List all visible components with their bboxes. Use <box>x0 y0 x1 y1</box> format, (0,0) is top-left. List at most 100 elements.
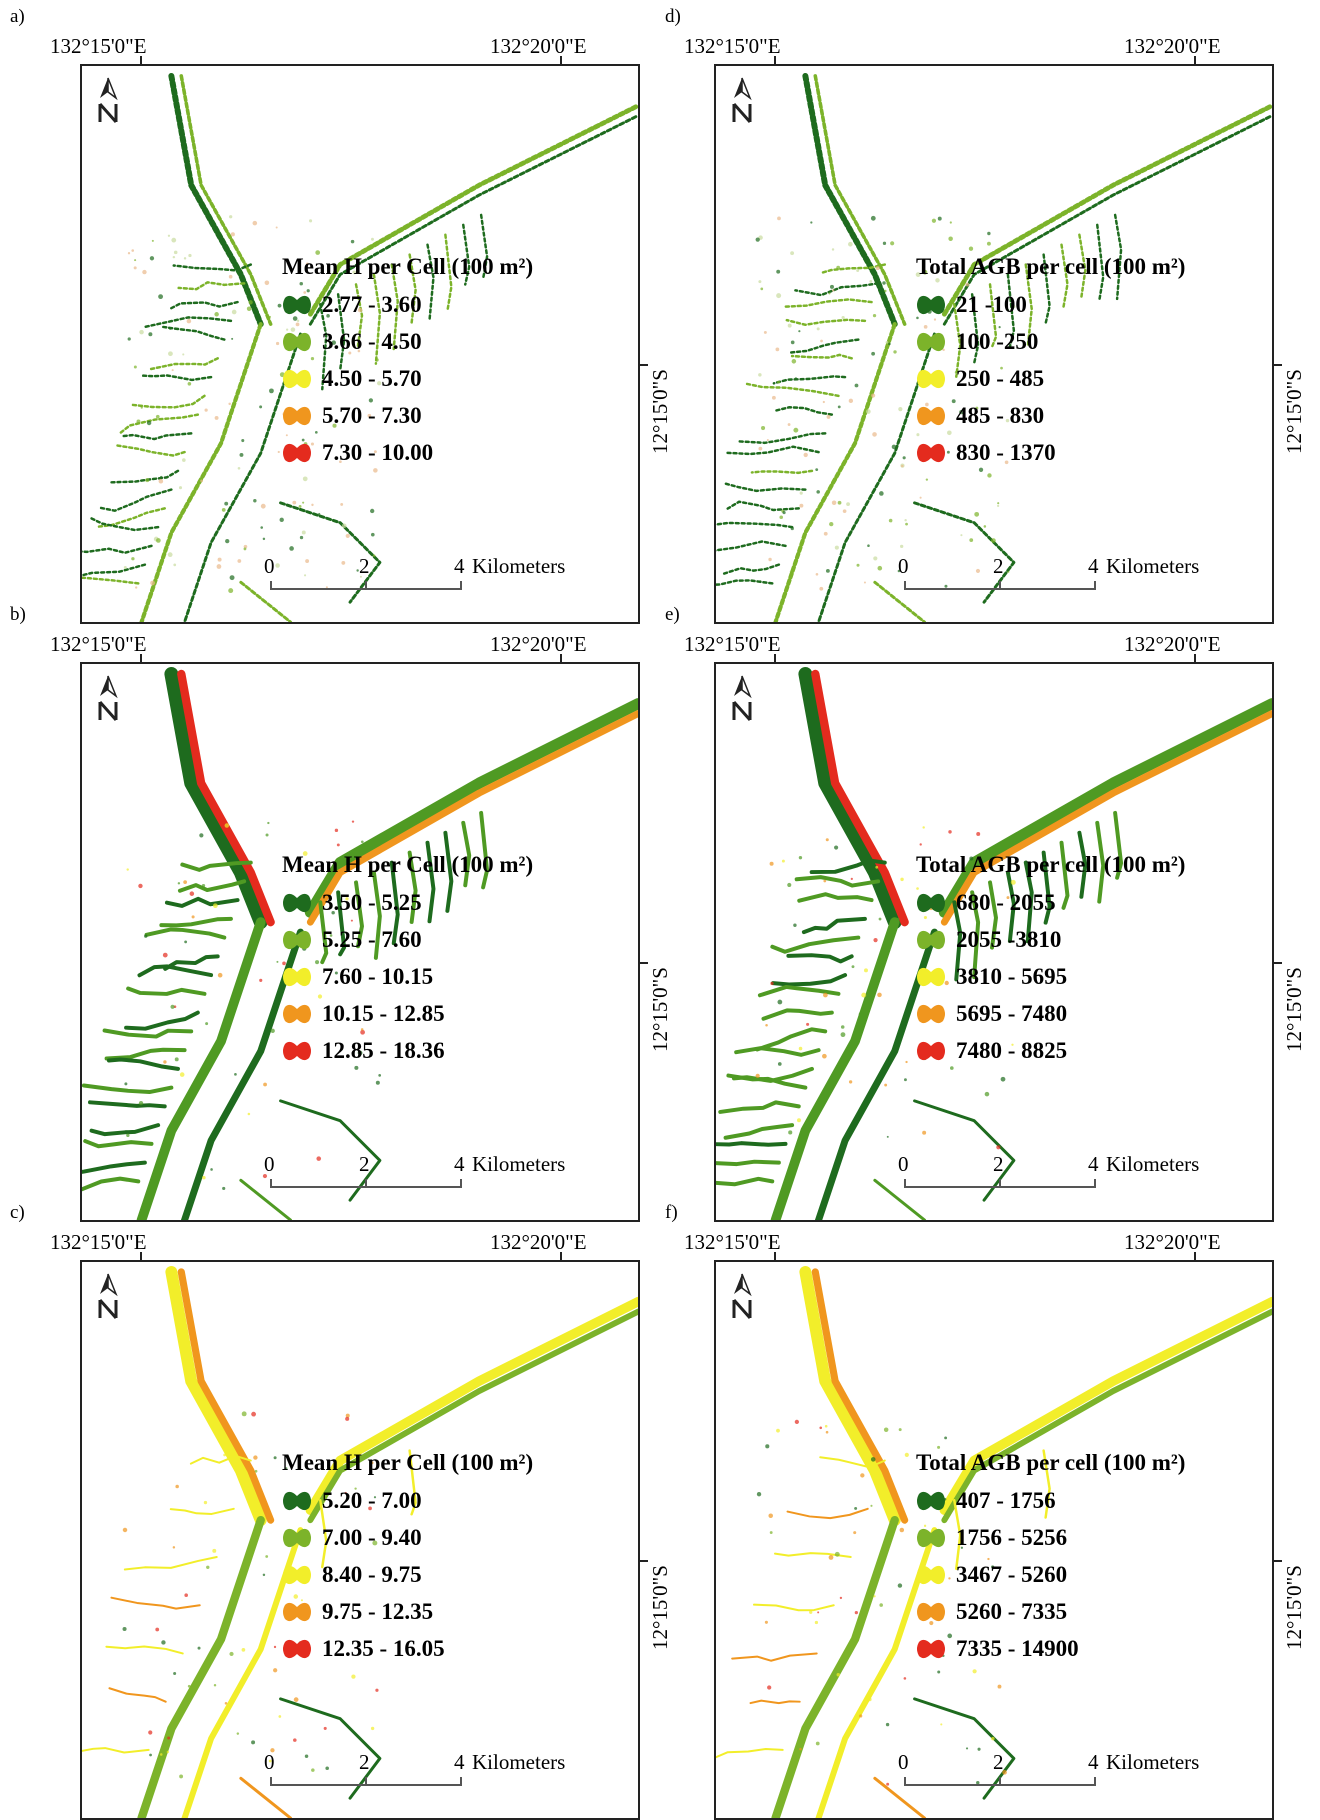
vegetation-speck <box>854 1506 858 1510</box>
vegetation-speck <box>305 262 309 266</box>
mangrove-band <box>305 1296 638 1515</box>
vegetation-speck <box>168 351 173 357</box>
mangrove-band <box>407 850 418 924</box>
vegetation-speck <box>771 395 776 400</box>
vegetation-speck <box>825 838 829 842</box>
vegetation-speck <box>947 1633 953 1639</box>
legend-item-label: 407 - 1756 <box>956 1487 1056 1513</box>
scale-bar: 0 2 4 Kilometers <box>898 1750 1204 1790</box>
legend-swatch-icon <box>917 1491 945 1510</box>
mangrove-band <box>159 916 233 928</box>
scale-tick <box>270 1179 272 1187</box>
vegetation-speck <box>357 349 361 353</box>
vegetation-speck <box>229 575 235 581</box>
vegetation-speck <box>831 289 835 292</box>
vegetation-speck <box>1004 460 1009 465</box>
mangrove-band <box>1005 870 1016 944</box>
legend-swatch-icon <box>917 1565 945 1584</box>
legend-item: 250 - 485 <box>916 360 1185 397</box>
graticule-tick <box>1274 364 1282 366</box>
vegetation-speck <box>273 1456 277 1460</box>
scale-bar: 0 2 4 Kilometers <box>264 554 570 594</box>
vegetation-speck <box>986 241 991 246</box>
vegetation-speck <box>864 968 868 973</box>
mangrove-band <box>177 1268 275 1524</box>
vegetation-speck <box>174 1057 179 1062</box>
vegetation-speck <box>867 1697 872 1702</box>
legend-swatch-icon <box>917 443 945 462</box>
mangrove-map <box>82 1265 638 1818</box>
mangrove-band <box>794 282 880 297</box>
vegetation-speck <box>841 316 845 320</box>
vegetation-speck <box>758 280 762 284</box>
vegetation-speck <box>899 1527 905 1533</box>
mangrove-band <box>734 1046 821 1057</box>
vegetation-speck <box>123 565 127 569</box>
mangrove-band <box>736 432 827 445</box>
vegetation-speck <box>824 1424 828 1428</box>
vegetation-speck <box>367 413 372 418</box>
vegetation-speck <box>948 1577 951 1580</box>
vegetation-speck <box>139 329 144 335</box>
vegetation-speck <box>146 420 152 426</box>
vegetation-speck <box>922 269 928 275</box>
vegetation-speck <box>777 216 781 221</box>
mangrove-band <box>757 984 841 998</box>
longitude-label-west: 132°15'0"E <box>50 34 147 58</box>
vegetation-speck <box>166 1750 170 1754</box>
longitude-label-west: 132°15'0"E <box>684 34 781 58</box>
vegetation-speck <box>310 357 315 361</box>
mangrove-band <box>953 303 962 378</box>
legend-swatch-icon <box>283 930 311 949</box>
vegetation-speck <box>334 828 339 833</box>
mangrove-band <box>1024 263 1033 349</box>
vegetation-speck <box>311 1768 315 1772</box>
vegetation-speck <box>300 1599 303 1602</box>
vegetation-speck <box>879 491 884 496</box>
vegetation-speck <box>996 504 1000 507</box>
mangrove-band <box>308 114 638 326</box>
graticule-tick <box>140 654 142 662</box>
vegetation-speck <box>241 1411 247 1417</box>
vegetation-speck <box>178 486 183 490</box>
vegetation-speck <box>944 1436 948 1440</box>
map-panel-e: e) 132°15'0"E 132°20'0"E Total AGB per cell… <box>665 598 1320 1222</box>
vegetation-speck <box>212 1548 217 1553</box>
mangrove-band <box>801 916 867 935</box>
vegetation-speck <box>877 565 883 571</box>
vegetation-speck <box>360 1028 364 1031</box>
vegetation-speck <box>187 381 192 386</box>
vegetation-speck <box>264 280 270 286</box>
graticule-tick <box>560 654 562 662</box>
mangrove-band <box>390 263 399 351</box>
vegetation-speck <box>863 581 866 584</box>
north-arrow-icon <box>98 77 118 123</box>
mangrove-band <box>716 1176 775 1187</box>
mangrove-band <box>731 1652 818 1662</box>
mangrove-band <box>771 1515 899 1818</box>
legend-item-label: 3.50 - 5.25 <box>322 889 422 915</box>
vegetation-speck <box>883 1427 889 1433</box>
vegetation-speck <box>777 1062 782 1066</box>
vegetation-speck <box>270 1028 275 1033</box>
map-panel-a: a) 132°15'0"E 132°20'0"E Mean H per Cell (1… <box>0 0 672 624</box>
legend-item-label: 3810 - 5695 <box>956 963 1068 989</box>
vegetation-speck <box>975 406 979 410</box>
vegetation-speck <box>351 820 355 823</box>
mangrove-band <box>444 233 453 313</box>
mangrove-band <box>479 213 489 280</box>
graticule-tick <box>640 962 648 964</box>
mangrove-band <box>426 243 435 322</box>
mangrove-band <box>1042 1449 1051 1519</box>
vegetation-speck <box>237 559 242 563</box>
vegetation-speck <box>203 1500 208 1505</box>
map-panel-b: b) 132°15'0"E 132°20'0"E Mean H per Cell (1… <box>0 598 672 1222</box>
graticule-tick <box>140 1252 142 1260</box>
scale-bar: 0 2 4 Kilometers <box>898 1152 1204 1192</box>
mangrove-band <box>773 406 834 416</box>
scale-tick <box>1094 581 1096 589</box>
vegetation-speck <box>897 569 901 573</box>
mangrove-band <box>725 445 820 456</box>
vegetation-speck <box>149 1753 152 1757</box>
mangrove-band <box>169 300 239 310</box>
